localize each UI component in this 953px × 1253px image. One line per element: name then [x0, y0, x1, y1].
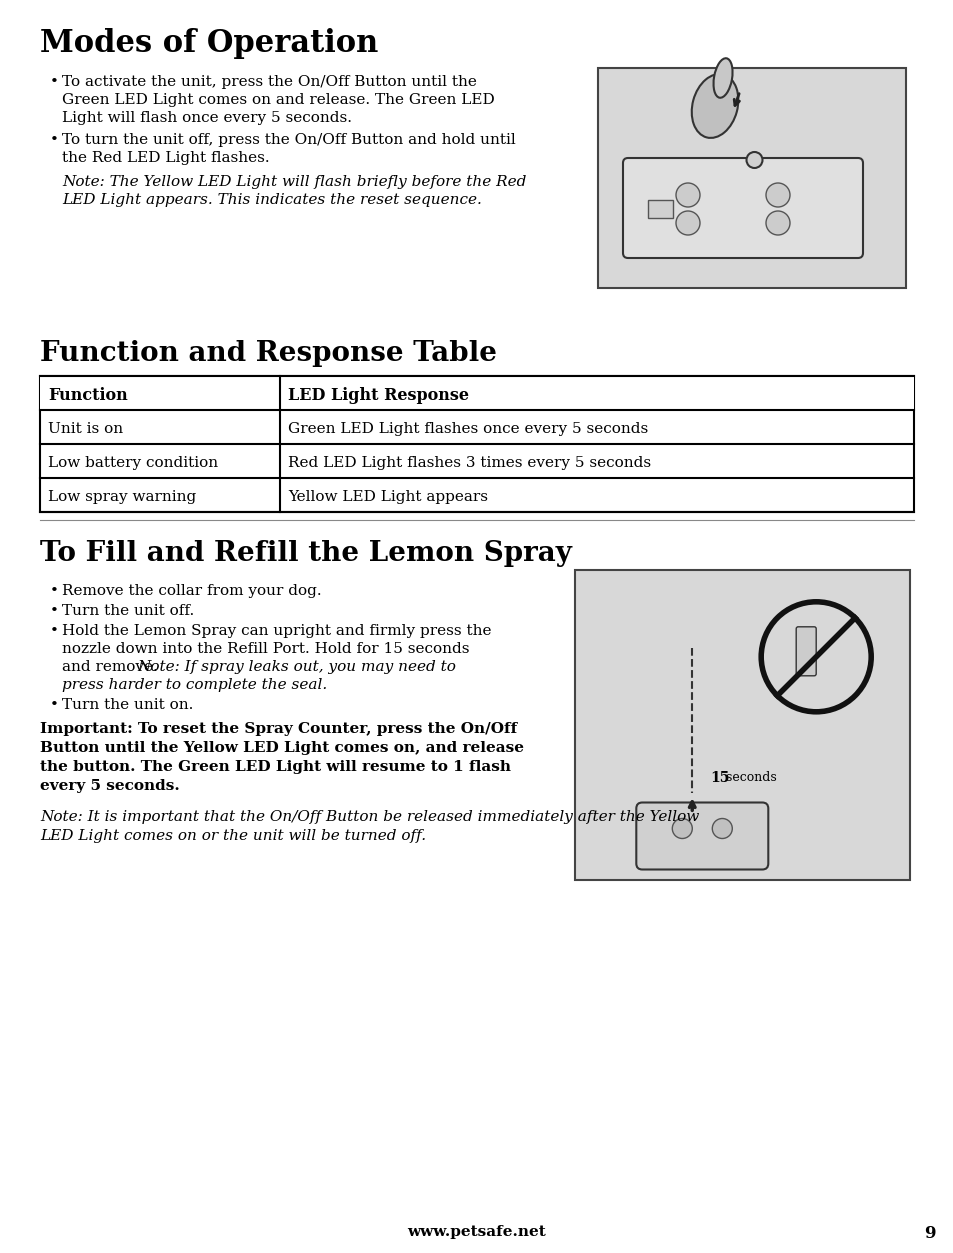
Circle shape: [712, 818, 732, 838]
Text: •: •: [50, 75, 59, 89]
Text: and remove.: and remove.: [62, 660, 162, 674]
Text: •: •: [50, 604, 59, 618]
Text: To turn the unit off, press the On/Off Button and hold until: To turn the unit off, press the On/Off B…: [62, 133, 516, 147]
Text: Remove the collar from your dog.: Remove the collar from your dog.: [62, 584, 321, 598]
Text: 15: 15: [709, 771, 729, 784]
Text: Button until the Yellow LED Light comes on, and release: Button until the Yellow LED Light comes …: [40, 741, 523, 756]
Text: Turn the unit off.: Turn the unit off.: [62, 604, 194, 618]
Circle shape: [765, 183, 789, 207]
Text: •: •: [50, 624, 59, 638]
FancyBboxPatch shape: [647, 200, 672, 218]
Circle shape: [672, 818, 692, 838]
Text: Low spray warning: Low spray warning: [48, 490, 196, 504]
Ellipse shape: [691, 74, 738, 138]
Text: LED Light comes on or the unit will be turned off.: LED Light comes on or the unit will be t…: [40, 829, 426, 843]
FancyBboxPatch shape: [636, 802, 767, 870]
Text: Yellow LED Light appears: Yellow LED Light appears: [288, 490, 488, 504]
Text: nozzle down into the Refill Port. Hold for 15 seconds: nozzle down into the Refill Port. Hold f…: [62, 642, 469, 657]
Circle shape: [765, 211, 789, 236]
Text: 9: 9: [923, 1225, 935, 1242]
Text: Note: If spray leaks out, you may need to: Note: If spray leaks out, you may need t…: [137, 660, 456, 674]
Text: every 5 seconds.: every 5 seconds.: [40, 779, 179, 793]
Text: Green LED Light comes on and release. The Green LED: Green LED Light comes on and release. Th…: [62, 93, 495, 107]
Text: Red LED Light flashes 3 times every 5 seconds: Red LED Light flashes 3 times every 5 se…: [288, 456, 651, 470]
Text: Light will flash once every 5 seconds.: Light will flash once every 5 seconds.: [62, 112, 352, 125]
FancyBboxPatch shape: [575, 570, 909, 880]
Text: Low battery condition: Low battery condition: [48, 456, 218, 470]
Text: LED Light appears. This indicates the reset sequence.: LED Light appears. This indicates the re…: [62, 193, 481, 207]
Text: Function and Response Table: Function and Response Table: [40, 340, 497, 367]
Text: LED Light Response: LED Light Response: [288, 386, 469, 403]
Text: the Red LED Light flashes.: the Red LED Light flashes.: [62, 152, 270, 165]
Text: Note: It is important that the On/Off Button be released immediately after the Y: Note: It is important that the On/Off Bu…: [40, 809, 699, 824]
Text: To activate the unit, press the On/Off Button until the: To activate the unit, press the On/Off B…: [62, 75, 476, 89]
Text: Unit is on: Unit is on: [48, 422, 123, 436]
FancyBboxPatch shape: [598, 68, 905, 288]
Ellipse shape: [713, 58, 732, 98]
Text: press harder to complete the seal.: press harder to complete the seal.: [62, 678, 327, 692]
Text: Modes of Operation: Modes of Operation: [40, 28, 378, 59]
Text: •: •: [50, 698, 59, 712]
Text: Important: To reset the Spray Counter, press the On/Off: Important: To reset the Spray Counter, p…: [40, 722, 517, 736]
Bar: [40, 376, 913, 410]
FancyBboxPatch shape: [796, 626, 816, 675]
FancyBboxPatch shape: [622, 158, 862, 258]
Text: seconds: seconds: [721, 771, 776, 784]
Circle shape: [676, 211, 700, 236]
Text: Function: Function: [48, 386, 128, 403]
Text: www.petsafe.net: www.petsafe.net: [407, 1225, 546, 1239]
Text: Hold the Lemon Spray can upright and firmly press the: Hold the Lemon Spray can upright and fir…: [62, 624, 491, 638]
Text: Green LED Light flashes once every 5 seconds: Green LED Light flashes once every 5 sec…: [288, 422, 648, 436]
Circle shape: [745, 152, 761, 168]
Text: the button. The Green LED Light will resume to 1 flash: the button. The Green LED Light will res…: [40, 761, 511, 774]
Circle shape: [676, 183, 700, 207]
Bar: [40, 376, 913, 512]
Text: •: •: [50, 133, 59, 147]
Text: To Fill and Refill the Lemon Spray: To Fill and Refill the Lemon Spray: [40, 540, 571, 568]
Text: •: •: [50, 584, 59, 598]
Text: Note: The Yellow LED Light will flash briefly before the Red: Note: The Yellow LED Light will flash br…: [62, 175, 526, 189]
Text: Turn the unit on.: Turn the unit on.: [62, 698, 193, 712]
